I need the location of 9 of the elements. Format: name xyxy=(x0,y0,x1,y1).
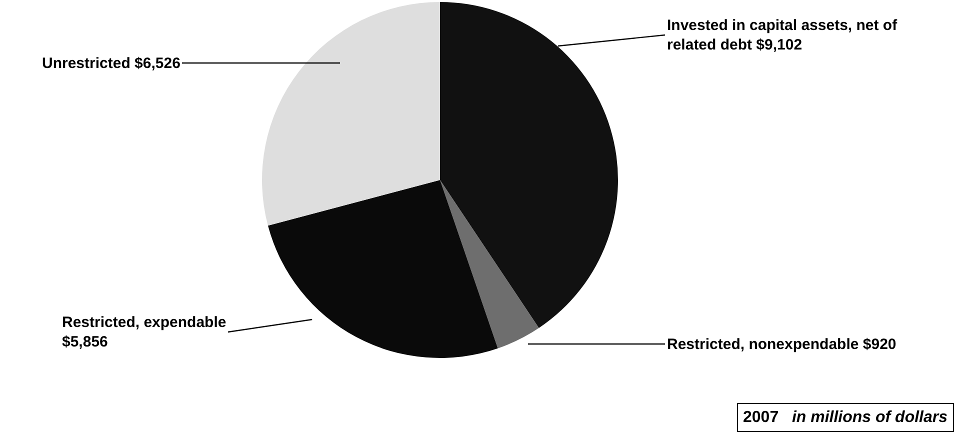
pie-slice xyxy=(440,180,539,348)
pie-slice xyxy=(262,2,440,226)
text: in millions of dollars xyxy=(792,409,948,426)
slice-label: Unrestricted $6,526 xyxy=(42,55,180,72)
data-label: $5,856 xyxy=(62,334,108,350)
text: 2007 xyxy=(743,409,779,426)
slice-label: Restricted, nonexpendable $920 xyxy=(667,336,896,353)
slice-label: Invested in capital assets, net of related debt $9,102 xyxy=(667,17,898,54)
slice-label: Restricted, expendable xyxy=(62,314,226,331)
